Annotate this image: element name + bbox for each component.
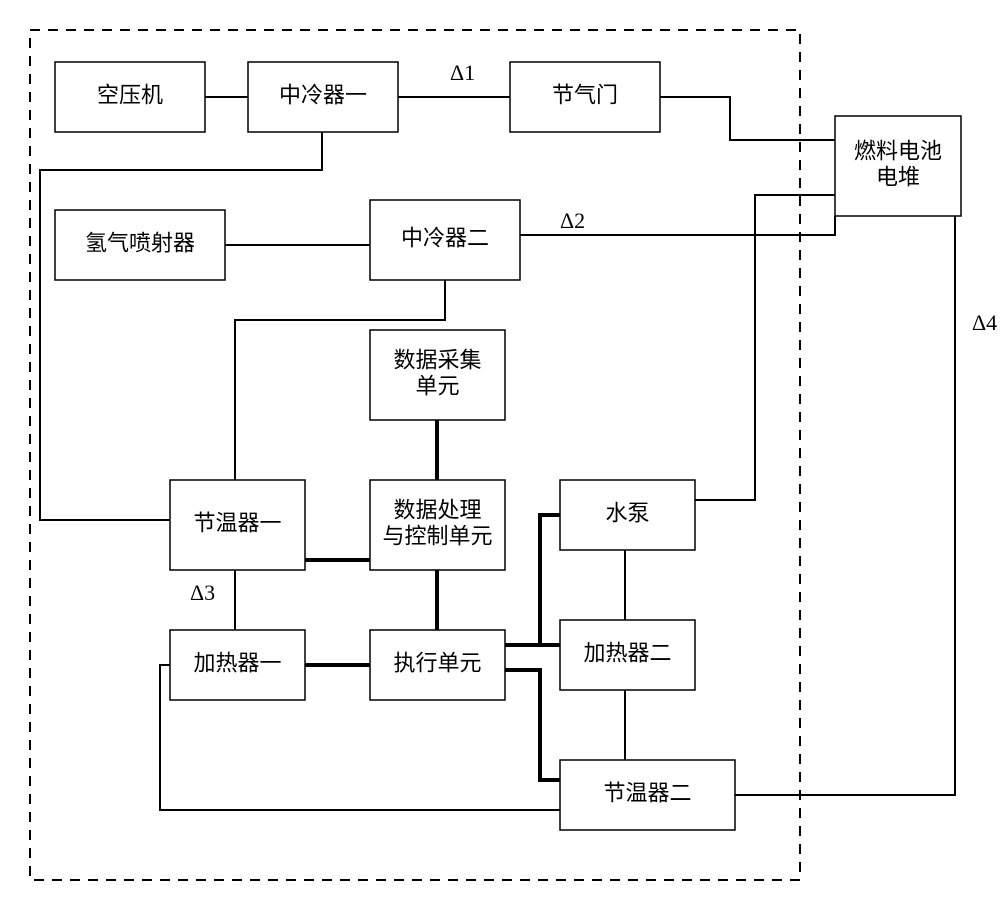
node-h2injector: 氢气喷射器: [55, 210, 225, 280]
node-intercooler2: 中冷器二: [370, 200, 520, 280]
edge: [695, 195, 835, 500]
delta-label-d4: Δ4: [972, 310, 997, 335]
node-compressor: 空压机: [55, 62, 205, 132]
node-label: 中冷器一: [279, 83, 367, 108]
edge: [505, 515, 560, 645]
edge: [505, 670, 560, 780]
node-label: 水泵: [605, 501, 649, 526]
node-heater1: 加热器一: [170, 630, 305, 700]
node-label: 氢气喷射器: [85, 231, 195, 256]
node-label: 与控制单元: [382, 524, 492, 549]
node-label: 数据处理: [393, 497, 481, 522]
node-pump: 水泵: [560, 480, 695, 550]
node-label: 节温器一: [193, 511, 281, 536]
dashed-frame: [30, 30, 800, 880]
edge: [40, 132, 322, 520]
node-thermo1: 节温器一: [170, 480, 305, 570]
node-label: 加热器一: [193, 651, 281, 676]
node-label: 电堆: [876, 165, 920, 190]
node-dpu: 数据处理与控制单元: [370, 480, 505, 570]
node-label: 节气门: [552, 83, 618, 108]
edge: [735, 216, 955, 795]
node-label: 空压机: [97, 83, 163, 108]
node-thermo2: 节温器二: [560, 760, 735, 830]
delta-label-d2: Δ2: [560, 208, 585, 233]
delta-label-d1: Δ1: [450, 60, 475, 85]
node-label: 燃料电池: [854, 138, 942, 163]
diagram: 空压机中冷器一节气门燃料电池电堆氢气喷射器中冷器二数据采集单元数据处理与控制单元…: [0, 0, 1000, 910]
node-fuelcell: 燃料电池电堆: [835, 116, 961, 216]
node-heater2: 加热器二: [560, 620, 695, 690]
node-dau: 数据采集单元: [370, 330, 505, 420]
node-execunit: 执行单元: [370, 630, 505, 700]
node-throttle: 节气门: [510, 62, 660, 132]
node-label: 执行单元: [393, 651, 481, 676]
delta-label-d3: Δ3: [190, 580, 215, 605]
node-label: 节温器二: [603, 781, 691, 806]
node-label: 数据采集: [393, 347, 481, 372]
edge: [660, 97, 835, 140]
node-label: 加热器二: [583, 641, 671, 666]
node-intercooler1: 中冷器一: [248, 62, 398, 132]
node-label: 中冷器二: [401, 226, 489, 251]
node-label: 单元: [415, 374, 459, 399]
